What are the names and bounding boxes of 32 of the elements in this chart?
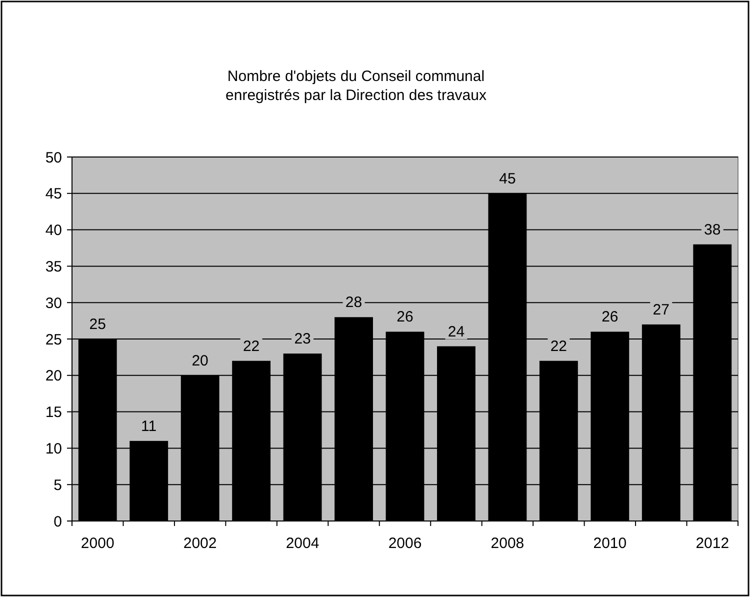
y-tick-label: 15 (45, 404, 62, 422)
data-label: 22 (550, 338, 568, 355)
x-tick-label: 2012 (696, 535, 730, 552)
data-label: 25 (89, 316, 106, 333)
y-tick-label: 50 (45, 149, 62, 166)
data-label: 11 (141, 418, 157, 435)
x-tick-label: 2006 (388, 535, 422, 552)
y-tick-label: 5 (54, 476, 62, 494)
data-label: 23 (294, 330, 311, 348)
x-tick-label: 2002 (183, 535, 217, 552)
data-label: 26 (396, 308, 414, 326)
y-tick-label: 35 (45, 258, 62, 276)
data-label: 28 (345, 294, 362, 312)
data-label: 27 (652, 301, 670, 318)
x-tick-label: 2004 (286, 535, 320, 552)
y-tick-label: 25 (45, 331, 62, 348)
chart-title: Nombre d'objets du Conseil communal enregistrés par la Direction des travaux (226, 68, 487, 104)
data-label: 22 (242, 338, 260, 355)
data-label: 20 (192, 352, 208, 370)
data-label: 45 (499, 170, 516, 188)
y-tick-label: 30 (45, 294, 62, 312)
data-label: 38 (704, 221, 721, 238)
y-tick-label: 45 (45, 186, 62, 203)
y-tick-label: 20 (45, 368, 62, 385)
x-tick-label: 2010 (593, 535, 627, 552)
data-label: 26 (602, 308, 618, 326)
y-tick-label: 0 (54, 513, 62, 530)
x-tick-label: 2008 (490, 535, 524, 552)
y-tick-label: 10 (45, 440, 62, 458)
x-tick-label: 2000 (80, 535, 114, 552)
y-tick-label: 40 (45, 222, 62, 240)
data-label: 24 (448, 323, 465, 340)
